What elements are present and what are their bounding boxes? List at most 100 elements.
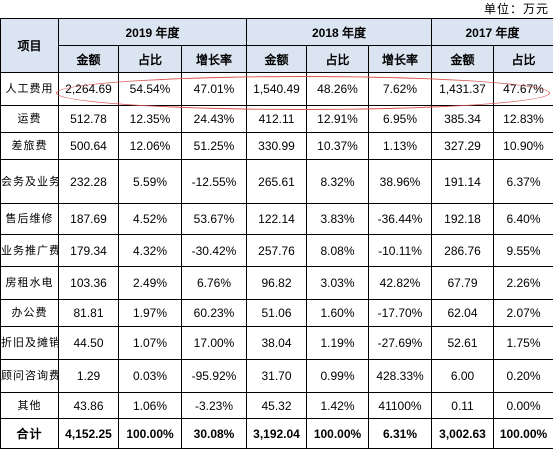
row-value-cell: 327.29 [431,132,494,160]
row-value-cell: -17.70% [368,299,432,327]
table-row: 折旧及摊销 44.50 1.07% 17.00% 38.04 1.19% -27.69% 52… [0,326,553,360]
table-body: 人工费用 2,264.69 54.54% 47.01% 1,540.49 48.26% 7.… [0,72,553,449]
row-value-cell: 4.52% [118,203,182,235]
row-item-label: 会务及业务招待费 [0,159,59,204]
row-item-label: 其他 [0,392,59,419]
row-value-cell: 6.95% [368,105,432,133]
total-value-cell: 100.00% [493,418,553,449]
total-value-cell: 30.08% [181,418,247,449]
row-value-cell: -12.55% [181,159,247,204]
row-value-cell: 6.76% [181,266,247,300]
header-2018-amount: 金额 [246,45,307,73]
row-value-cell: 103.36 [58,266,119,300]
row-value-cell: 428.33% [368,359,432,393]
row-value-cell: 1,540.49 [246,72,307,106]
row-value-cell: 43.86 [58,392,119,419]
row-value-cell: 192.18 [431,203,494,235]
unit-label: 单位：万元 [483,2,549,16]
row-value-cell: 12.91% [306,105,369,133]
row-value-cell: 257.76 [246,234,307,267]
table-row: 差旅费 500.64 12.06% 51.25% 330.99 10.37% 1.13% 32… [0,132,553,160]
header-2018-growth: 增长率 [368,45,432,73]
row-item-label: 运费 [0,105,59,133]
row-value-cell: 187.69 [58,203,119,235]
row-value-cell: 47.01% [181,72,247,106]
table-row: 售后维修 187.69 4.52% 53.67% 122.14 3.83% -36.44% 1… [0,203,553,235]
row-value-cell: 12.06% [118,132,182,160]
row-item-label: 差旅费 [0,132,59,160]
row-value-cell: 9.55% [493,234,553,267]
row-value-cell: 1.42% [306,392,369,419]
row-value-cell: 1.06% [118,392,182,419]
table-row: 人工费用 2,264.69 54.54% 47.01% 1,540.49 48.26% 7.… [0,72,553,106]
row-value-cell: 8.32% [306,159,369,204]
header-year-2017: 2017 年度 [431,18,553,46]
row-value-cell: 10.90% [493,132,553,160]
row-value-cell: 7.62% [368,72,432,106]
row-value-cell: -30.42% [181,234,247,267]
row-value-cell: 31.70 [246,359,307,393]
header-2017-share: 占比 [493,45,553,73]
row-value-cell: 17.00% [181,326,247,360]
row-value-cell: 330.99 [246,132,307,160]
row-value-cell: 3.83% [306,203,369,235]
row-value-cell: 500.64 [58,132,119,160]
header-2019-share: 占比 [118,45,182,73]
row-value-cell: 2.49% [118,266,182,300]
row-value-cell: -10.11% [368,234,432,267]
row-value-cell: 179.34 [58,234,119,267]
row-value-cell: 265.61 [246,159,307,204]
row-value-cell: 1.60% [306,299,369,327]
row-value-cell: -3.23% [181,392,247,419]
header-2019-growth: 增长率 [181,45,247,73]
row-value-cell: 41100% [368,392,432,419]
row-value-cell: 53.67% [181,203,247,235]
row-item-label: 房租水电 [0,266,59,300]
row-value-cell: 42.82% [368,266,432,300]
total-value-cell: 6.31% [368,418,432,449]
row-value-cell: 2.07% [493,299,553,327]
total-value-cell: 100.00% [118,418,182,449]
total-value-cell: 100.00% [306,418,369,449]
header-2019-amount: 金额 [58,45,119,73]
header-year-2019: 2019 年度 [58,18,247,46]
row-value-cell: 38.96% [368,159,432,204]
row-value-cell: 1.13% [368,132,432,160]
row-value-cell: 48.26% [306,72,369,106]
row-value-cell: 54.54% [118,72,182,106]
row-value-cell: 12.35% [118,105,182,133]
row-value-cell: 96.82 [246,266,307,300]
table-row: 顾问咨询费 1.29 0.03% -95.92% 31.70 0.99% 428.33% 6.… [0,359,553,393]
row-value-cell: 385.34 [431,105,494,133]
row-value-cell: 45.32 [246,392,307,419]
row-value-cell: -27.69% [368,326,432,360]
row-value-cell: 191.14 [431,159,494,204]
row-value-cell: 62.04 [431,299,494,327]
header-year-2018: 2018 年度 [246,18,432,46]
row-value-cell: 1.19% [306,326,369,360]
row-value-cell: 47.67% [493,72,553,106]
total-value-cell: 4,152.25 [58,418,119,449]
row-item-label: 办公费 [0,299,59,327]
row-value-cell: 512.78 [58,105,119,133]
row-value-cell: 4.32% [118,234,182,267]
row-value-cell: 232.28 [58,159,119,204]
row-value-cell: 1.97% [118,299,182,327]
total-value-cell: 3,192.04 [246,418,307,449]
row-value-cell: 60.23% [181,299,247,327]
row-value-cell: 8.08% [306,234,369,267]
row-value-cell: 3.03% [306,266,369,300]
expense-table: 项目 2019 年度 2018 年度 2017 年度 金额 占比 增长率 金额 … [0,18,553,449]
row-item-label: 折旧及摊销 [0,326,59,360]
table-row: 会务及业务招待费232.285.59%-12.55%265.618.32%38.… [0,159,553,204]
row-value-cell: 38.04 [246,326,307,360]
row-value-cell: 81.81 [58,299,119,327]
row-value-cell: -36.44% [368,203,432,235]
row-value-cell: 0.00% [493,392,553,419]
row-item-label: 业务推广费 [0,234,59,267]
row-value-cell: -95.92% [181,359,247,393]
header-2018-share: 占比 [306,45,369,73]
row-value-cell: 44.50 [58,326,119,360]
row-value-cell: 12.83% [493,105,553,133]
row-value-cell: 67.79 [431,266,494,300]
